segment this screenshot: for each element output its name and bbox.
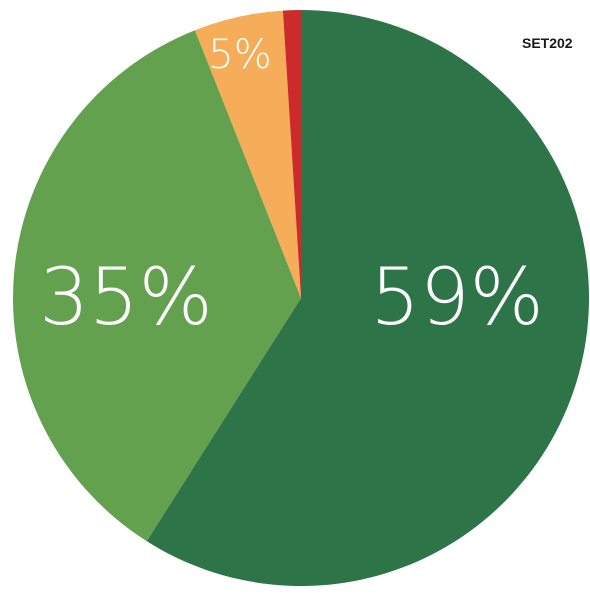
pie-slice-1	[146, 10, 589, 586]
pie-slice-label-3: 5%	[208, 32, 271, 78]
pie-slice-2	[13, 30, 302, 542]
pie-slice-label-2: 35%	[39, 253, 212, 343]
slices-layer	[13, 10, 589, 586]
labels-layer: 59% 35% 5%	[39, 32, 543, 343]
pie-slice-3	[194, 10, 301, 299]
corner-text: SET202	[522, 35, 573, 51]
pie-slice-label-1: 59%	[370, 253, 543, 343]
pie-slice-4	[282, 10, 301, 298]
